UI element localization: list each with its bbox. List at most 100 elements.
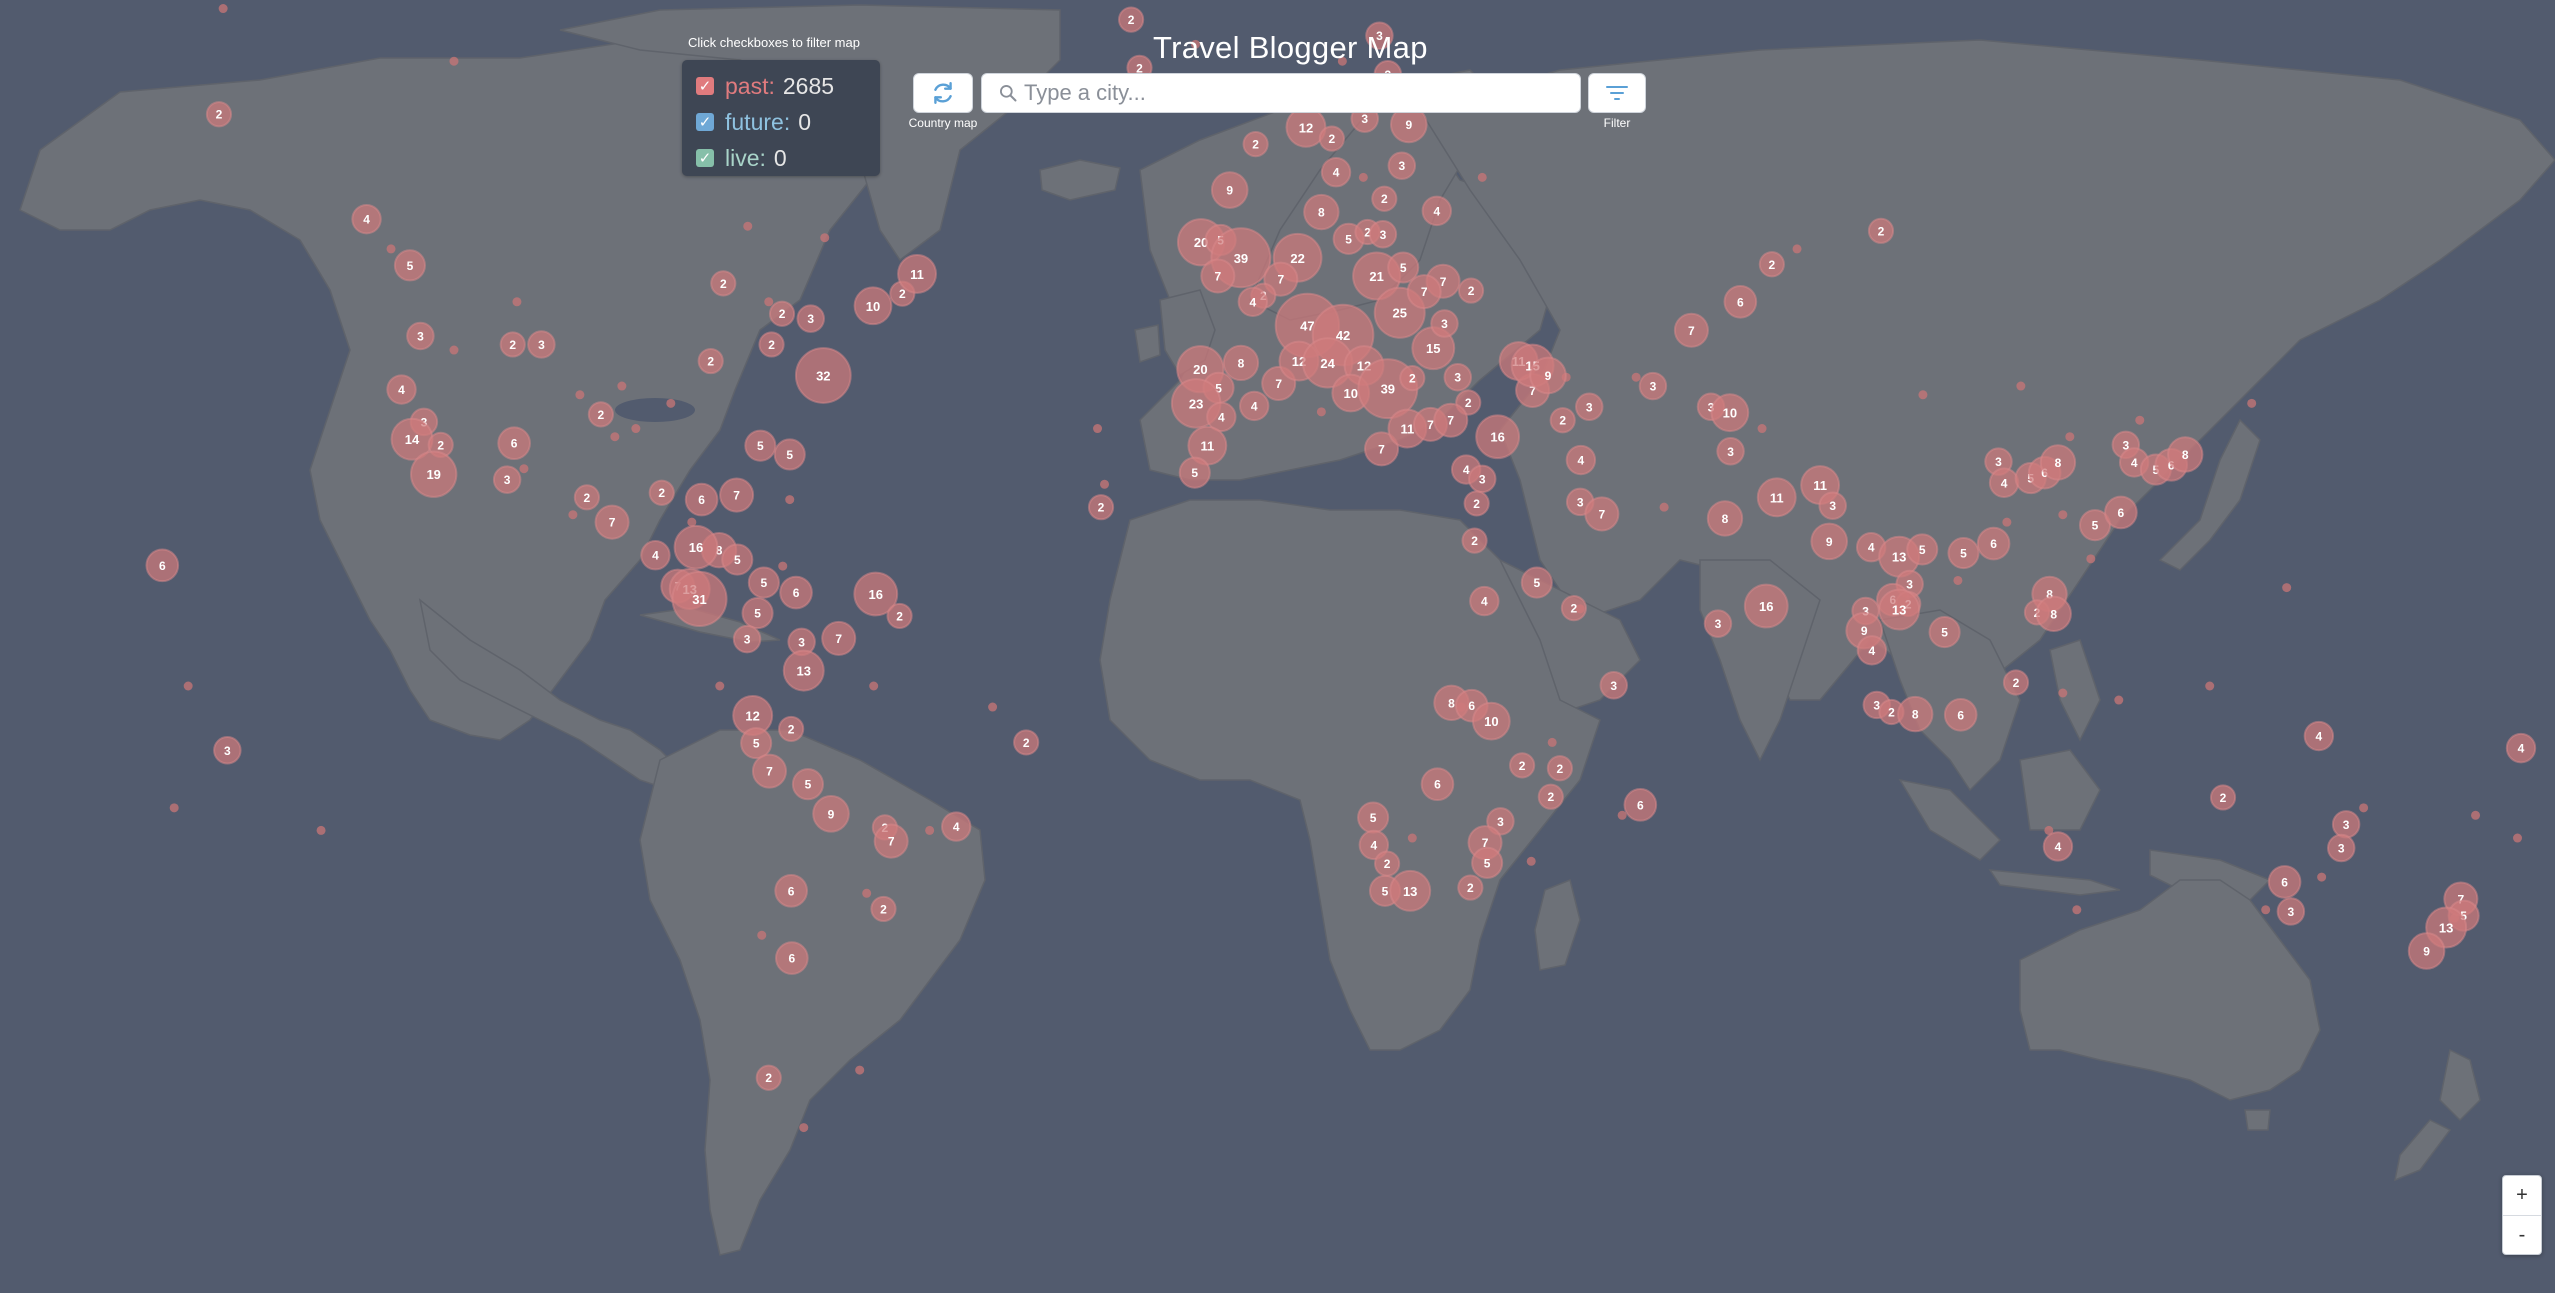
cluster-bubble[interactable] xyxy=(386,374,417,405)
location-dot[interactable] xyxy=(617,381,627,391)
cluster-bubble[interactable] xyxy=(732,624,762,654)
cluster-bubble[interactable] xyxy=(1222,344,1260,382)
cluster-marker[interactable]: 13 xyxy=(1389,869,1432,912)
location-dot[interactable] xyxy=(2135,415,2145,425)
location-dot[interactable] xyxy=(743,221,753,231)
cluster-marker[interactable]: 3 xyxy=(1443,363,1473,392)
location-dot[interactable] xyxy=(1953,575,1963,585)
location-dot[interactable] xyxy=(2058,688,2068,698)
location-dot[interactable] xyxy=(1659,502,1669,512)
cluster-marker[interactable]: 6 xyxy=(1943,697,1978,732)
cluster-marker[interactable]: 5 xyxy=(1387,251,1420,284)
cluster-marker[interactable]: 8 xyxy=(2035,595,2072,632)
cluster-bubble[interactable] xyxy=(1318,125,1345,152)
cluster-marker[interactable]: 2 xyxy=(1537,783,1564,810)
live-checkbox[interactable]: ✓ xyxy=(696,149,714,167)
cluster-bubble[interactable] xyxy=(640,540,671,571)
cluster-marker[interactable]: 3 xyxy=(1599,671,1628,700)
cluster-bubble[interactable] xyxy=(2035,595,2072,632)
cluster-bubble[interactable] xyxy=(410,450,458,498)
cluster-marker[interactable]: 2 xyxy=(886,602,913,630)
location-dot[interactable] xyxy=(575,390,585,400)
city-search-input[interactable] xyxy=(1022,79,1566,107)
location-dot[interactable] xyxy=(1617,810,1627,820)
cluster-bubble[interactable] xyxy=(2303,720,2335,752)
cluster-bubble[interactable] xyxy=(1242,131,1269,158)
cluster-marker[interactable]: 10 xyxy=(1471,701,1511,741)
cluster-marker[interactable]: 4 xyxy=(1469,585,1500,617)
cluster-marker[interactable]: 6 xyxy=(1976,526,2011,561)
cluster-marker[interactable]: 9 xyxy=(1390,105,1428,144)
cluster-bubble[interactable] xyxy=(870,895,897,923)
cluster-bubble[interactable] xyxy=(1856,635,1888,666)
cluster-marker[interactable]: 8 xyxy=(1303,193,1340,231)
cluster-marker[interactable]: 5 xyxy=(1471,846,1504,879)
cluster-bubble[interactable] xyxy=(744,429,777,462)
cluster-marker[interactable]: 2 xyxy=(499,331,526,358)
cluster-marker[interactable]: 16 xyxy=(1475,414,1521,460)
cluster-bubble[interactable] xyxy=(2267,865,2302,899)
cluster-bubble[interactable] xyxy=(497,426,531,461)
cluster-marker[interactable]: 3 xyxy=(1575,392,1604,421)
cluster-marker[interactable]: 6 xyxy=(2104,495,2138,530)
cluster-marker[interactable]: 16 xyxy=(853,571,899,617)
cluster-bubble[interactable] xyxy=(897,253,937,294)
cluster-bubble[interactable] xyxy=(1358,829,1390,861)
cluster-bubble[interactable] xyxy=(791,768,824,801)
cluster-bubble[interactable] xyxy=(1433,402,1469,438)
cluster-marker[interactable]: 8 xyxy=(1222,344,1260,382)
cluster-marker[interactable]: 4 xyxy=(1239,390,1270,422)
cluster-marker[interactable]: 2 xyxy=(1463,490,1490,517)
location-dot[interactable] xyxy=(1358,172,1368,182)
cluster-marker[interactable]: 3 xyxy=(492,465,522,494)
cluster-marker[interactable]: 3 xyxy=(1716,437,1745,466)
cluster-marker[interactable]: 12 xyxy=(732,695,774,736)
legend-row-future[interactable]: ✓ future: 0 xyxy=(696,104,880,140)
cluster-bubble[interactable] xyxy=(406,321,435,351)
cluster-marker[interactable]: 11 xyxy=(1187,425,1228,466)
cluster-marker[interactable]: 7 xyxy=(873,823,909,859)
location-dot[interactable] xyxy=(449,345,459,355)
cluster-bubble[interactable] xyxy=(1463,490,1490,517)
cluster-bubble[interactable] xyxy=(1469,585,1500,617)
cluster-marker[interactable]: 2 xyxy=(573,484,600,511)
location-dot[interactable] xyxy=(2205,681,2215,691)
cluster-bubble[interactable] xyxy=(812,795,850,833)
cluster-bubble[interactable] xyxy=(1471,846,1504,879)
location-dot[interactable] xyxy=(2114,695,2124,705)
cluster-bubble[interactable] xyxy=(941,811,972,842)
cluster-marker[interactable]: 3 xyxy=(2327,833,2356,863)
location-dot[interactable] xyxy=(778,561,788,571)
cluster-bubble[interactable] xyxy=(740,727,773,760)
cluster-bubble[interactable] xyxy=(1546,755,1573,782)
cluster-bubble[interactable] xyxy=(1406,274,1442,310)
cluster-marker[interactable]: 5 xyxy=(744,429,777,462)
cluster-marker[interactable]: 5 xyxy=(791,768,824,801)
cluster-bubble[interactable] xyxy=(1810,522,1849,561)
cluster-bubble[interactable] xyxy=(1303,193,1340,231)
cluster-marker[interactable]: 2 xyxy=(1318,125,1345,152)
filter-button[interactable] xyxy=(1588,73,1646,113)
cluster-marker[interactable]: 2 xyxy=(1374,850,1401,877)
legend-row-live[interactable]: ✓ live: 0 xyxy=(696,140,880,176)
cluster-marker[interactable]: 4 xyxy=(1855,532,1887,563)
cluster-marker[interactable]: 6 xyxy=(775,941,809,975)
cluster-marker[interactable]: 2 xyxy=(710,270,737,297)
cluster-bubble[interactable] xyxy=(587,401,614,428)
cluster-bubble[interactable] xyxy=(719,477,755,513)
cluster-marker[interactable]: 9 xyxy=(2407,932,2446,970)
cluster-marker[interactable]: 4 xyxy=(1988,467,2020,498)
location-dot[interactable] xyxy=(1631,372,1641,382)
cluster-marker[interactable]: 6 xyxy=(1723,284,1758,319)
cluster-marker[interactable]: 2 xyxy=(2209,784,2237,811)
cluster-marker[interactable]: 5 xyxy=(1357,801,1390,834)
cluster-marker[interactable]: 5 xyxy=(1178,456,1211,489)
cluster-marker[interactable]: 10 xyxy=(1710,393,1750,433)
location-dot[interactable] xyxy=(988,702,998,712)
cluster-marker[interactable]: 7 xyxy=(1406,274,1442,310)
location-dot[interactable] xyxy=(2086,554,2096,564)
cluster-bubble[interactable] xyxy=(1389,869,1432,912)
location-dot[interactable] xyxy=(687,517,697,527)
cluster-bubble[interactable] xyxy=(1943,697,1978,732)
